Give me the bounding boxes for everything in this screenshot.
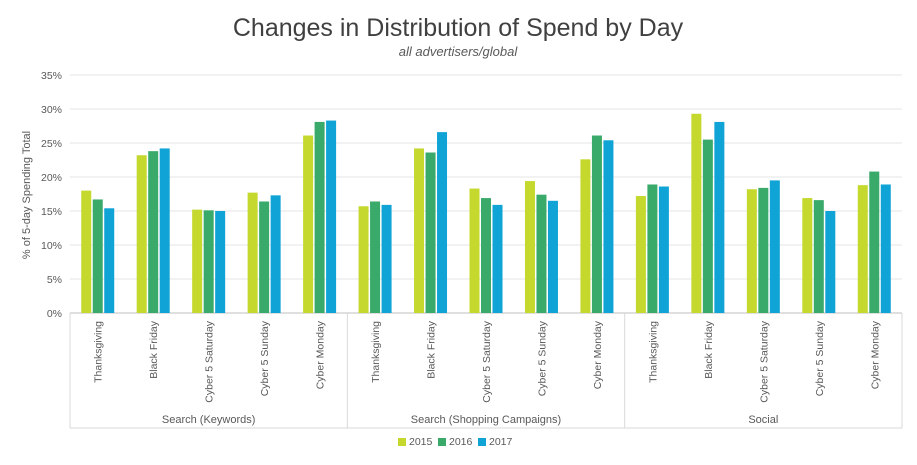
legend-label: 2016 xyxy=(449,436,473,448)
category-label: Black Friday xyxy=(703,320,715,379)
bar xyxy=(381,204,392,313)
y-tick-label: 20% xyxy=(41,172,62,184)
category-label: Cyber 5 Saturday xyxy=(481,320,493,402)
bar xyxy=(591,135,602,313)
group-label: Search (Keywords) xyxy=(162,414,256,426)
category-labels: Thanksgiving Black Friday Cyber 5 Saturday… xyxy=(93,320,882,402)
category-label: Cyber 5 Saturday xyxy=(204,320,216,402)
legend-swatch xyxy=(398,438,406,446)
bars xyxy=(81,113,891,313)
category-label: Cyber 5 Sunday xyxy=(536,320,548,396)
chart-subtitle: all advertisers/global xyxy=(399,44,519,59)
legend: 2015 2016 2017 xyxy=(398,436,513,448)
y-tick-label: 5% xyxy=(47,274,62,286)
category-label: Black Friday xyxy=(148,320,160,379)
bar xyxy=(825,211,836,313)
category-label: Thanksgiving xyxy=(370,321,382,383)
y-tick-label: 35% xyxy=(41,70,62,82)
bar xyxy=(802,198,813,313)
y-tick-label: 25% xyxy=(41,138,62,150)
bar xyxy=(303,135,314,313)
bar xyxy=(270,195,281,313)
y-ticks: 0% 5% 10% 15% 20% 25% 30% 35% xyxy=(41,70,62,320)
category-label: Thanksgiving xyxy=(647,321,659,383)
bar xyxy=(314,121,325,313)
bar xyxy=(215,211,226,313)
bar xyxy=(714,121,725,313)
bar xyxy=(469,188,480,313)
category-label: Cyber 5 Saturday xyxy=(758,320,770,402)
category-label: Cyber Monday xyxy=(592,320,604,389)
bar xyxy=(547,200,558,313)
y-axis-label: % of 5-day Spending Total xyxy=(21,131,33,259)
bar xyxy=(580,159,591,313)
bar xyxy=(691,113,702,313)
chart-title: Changes in Distribution of Spend by Day xyxy=(233,14,684,42)
bar xyxy=(326,120,337,313)
bar xyxy=(414,148,425,313)
bar xyxy=(658,186,669,313)
bar xyxy=(603,140,614,313)
bar xyxy=(857,185,868,313)
category-label: Black Friday xyxy=(426,320,438,379)
bar xyxy=(148,151,159,313)
bar xyxy=(425,152,436,313)
bar xyxy=(370,201,381,313)
bar xyxy=(136,155,147,313)
bar xyxy=(536,194,547,313)
bar xyxy=(647,184,658,313)
category-label: Cyber 5 Sunday xyxy=(814,320,826,396)
legend-label: 2017 xyxy=(489,436,513,448)
bar xyxy=(880,184,891,313)
category-label: Cyber Monday xyxy=(315,320,327,389)
bar xyxy=(437,132,448,313)
group-label: Social xyxy=(748,414,778,426)
y-tick-label: 10% xyxy=(41,240,62,252)
y-tick-label: 30% xyxy=(41,104,62,116)
bar xyxy=(524,181,535,313)
bar xyxy=(769,180,780,313)
group-label: Search (Shopping Campaigns) xyxy=(411,414,561,426)
bar xyxy=(635,196,646,313)
bar xyxy=(81,190,92,313)
y-tick-label: 15% xyxy=(41,206,62,218)
bar xyxy=(92,199,103,313)
legend-swatch xyxy=(438,438,446,446)
bar xyxy=(247,192,258,313)
bar xyxy=(481,198,491,313)
bar xyxy=(492,204,503,313)
bar xyxy=(869,171,880,313)
bar xyxy=(203,210,214,313)
bar xyxy=(358,206,369,313)
category-label: Thanksgiving xyxy=(93,321,105,383)
bar xyxy=(259,201,270,313)
category-label: Cyber 5 Sunday xyxy=(259,320,271,396)
legend-label: 2015 xyxy=(409,436,433,448)
group-labels: Search (Keywords) Search (Shopping Campai… xyxy=(69,313,903,429)
bar xyxy=(813,200,824,313)
bar xyxy=(758,187,769,313)
bar xyxy=(192,209,203,313)
y-tick-label: 0% xyxy=(47,308,62,320)
bar xyxy=(159,148,170,313)
bar xyxy=(746,189,757,313)
legend-swatch xyxy=(478,438,486,446)
category-label: Cyber Monday xyxy=(869,320,881,389)
bar xyxy=(104,208,115,313)
bar xyxy=(702,139,713,313)
